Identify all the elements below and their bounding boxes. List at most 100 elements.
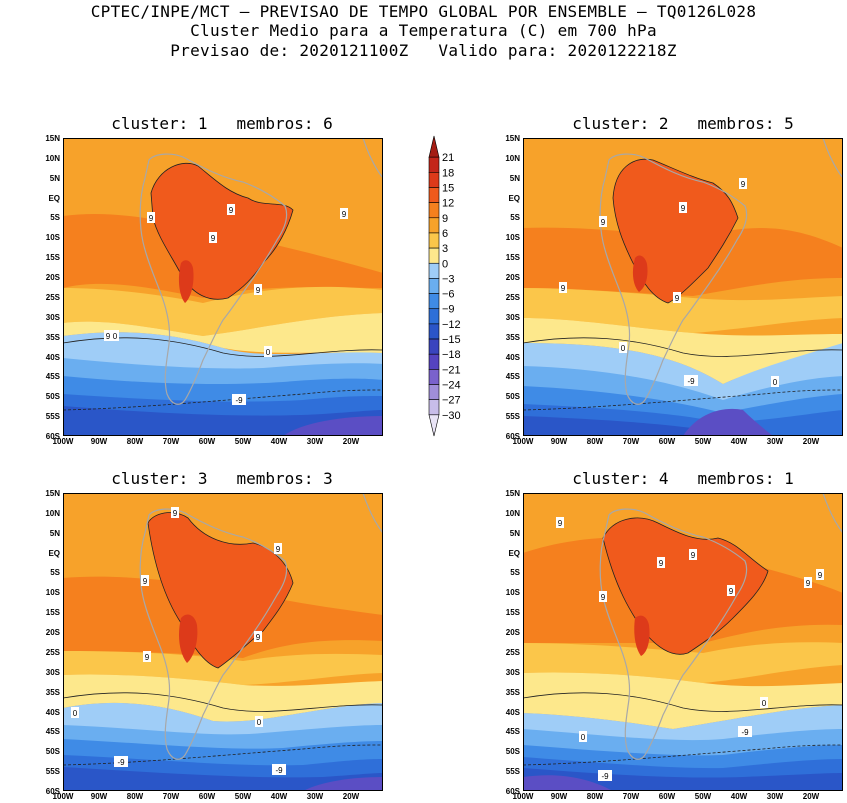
lat-tick-label: 35S: [505, 687, 520, 697]
hot-spot: [178, 260, 194, 303]
lat-tick-label: 35S: [505, 332, 520, 342]
lat-tick-label: 40S: [45, 707, 60, 717]
contour-label-bg: [111, 330, 119, 341]
contour-label-bg: [559, 282, 567, 293]
contour-label-bg: [760, 697, 768, 708]
lon-tick-label: 40W: [270, 792, 288, 801]
lat-tick-label: 60S: [45, 432, 60, 441]
contour-zero: [63, 692, 383, 712]
temperature-band: [523, 288, 843, 333]
lon-tick-label: 90W: [550, 437, 568, 446]
panel-title: cluster: 3 membros: 3: [111, 469, 333, 488]
colorbar-label: −3: [442, 273, 455, 285]
lat-tick-label: 15N: [45, 489, 60, 498]
contour-label: -9: [275, 766, 283, 775]
lat-tick-label: 55S: [45, 412, 60, 422]
lon-tick-label: 60W: [198, 437, 216, 446]
panel-title: cluster: 2 membros: 5: [572, 114, 794, 133]
contour-label-bg: [141, 575, 149, 586]
contour-label-bg: [272, 764, 286, 775]
temperature-band: [523, 775, 613, 791]
cluster-map-2: 9 9 9 9 9 0 0 -9: [523, 138, 843, 436]
contour-label-bg: [738, 726, 752, 737]
lon-tick-label: 30W: [306, 437, 324, 446]
colorbar-swatch: [428, 338, 440, 355]
lat-tick-label: 50S: [45, 392, 60, 402]
lon-tick-label: 70W: [162, 437, 180, 446]
lat-tick-label: 30S: [505, 312, 520, 322]
hot-spot: [632, 255, 648, 292]
lon-tick-label: 80W: [586, 792, 604, 801]
colorbar-label: −9: [442, 304, 455, 316]
contour-label-bg: [143, 651, 151, 662]
lat-tick-label: 5S: [510, 213, 520, 223]
contour-label: 9: [229, 206, 234, 215]
contour-label-bg: [556, 517, 564, 528]
contour-label: 9: [558, 519, 563, 528]
colorbar-label: −30: [442, 410, 461, 422]
contour-label-bg: [209, 232, 217, 243]
cluster-map-4: 9 9 9 9 9 9 9 0 0 -9 -9: [523, 493, 843, 791]
colorbar-swatch: [428, 353, 440, 370]
lat-tick-label: 15N: [505, 134, 520, 143]
colorbar-swatch: [428, 232, 440, 249]
contour-label-bg: [689, 549, 697, 560]
contour-label-bg: [679, 202, 687, 213]
lat-tick-label: 25S: [505, 647, 520, 657]
colorbar-label: 9: [442, 213, 448, 225]
lon-tick-label: 50W: [234, 792, 252, 801]
temperature-band: [523, 642, 843, 683]
colorbar-swatch: [428, 135, 440, 158]
coastline-south-america: [139, 508, 288, 760]
lat-tick-label: 5N: [509, 528, 520, 538]
contour-label: -9: [117, 758, 125, 767]
lat-tick-label: 10N: [505, 508, 520, 518]
lon-tick-label: 60W: [198, 792, 216, 801]
lat-tick-label: 5N: [49, 528, 60, 538]
coastline-south-america: [139, 153, 288, 405]
temperature-band: [523, 672, 843, 729]
contour-label: 9: [143, 577, 148, 586]
contour-label-bg: [619, 342, 627, 353]
contour-label: 0: [773, 378, 778, 387]
contour-label-bg: [255, 716, 263, 727]
colorbar-swatch: [428, 262, 440, 279]
colorbar-swatch: [428, 414, 440, 437]
lon-tick-label: 40W: [270, 437, 288, 446]
cluster-map-3: 9 9 9 9 9 0 0 -9 -9: [63, 493, 383, 791]
colorbar: 21 18 15 12 9 6 3 0 −3 −6 −9 −12 −15 −18 −21 −24 −27 −30: [427, 134, 467, 444]
contour-label: 9: [818, 571, 823, 580]
contour-label: 9: [806, 579, 811, 588]
temperature-band: [523, 318, 843, 384]
lat-tick-label: 15S: [505, 253, 520, 263]
lat-tick-label: 10S: [505, 588, 520, 598]
colorbar-swatch: [428, 323, 440, 340]
colorbar-label: 21: [442, 152, 454, 164]
lat-tick-label: 40S: [45, 352, 60, 362]
contour-label: 9: [561, 284, 566, 293]
contour-label: -9: [601, 772, 609, 781]
colorbar-swatch: [428, 156, 440, 173]
lat-tick-label: EQ: [508, 548, 520, 558]
contour-label: 9: [211, 234, 216, 243]
panel-title: cluster: 1 membros: 6: [111, 114, 333, 133]
contour-label: -9: [741, 728, 749, 737]
lat-tick-label: 55S: [45, 767, 60, 777]
colorbar-swatch: [428, 369, 440, 385]
contour-label-bg: [340, 208, 348, 219]
lat-tick-label: 15S: [45, 608, 60, 618]
contour-label: 9: [149, 214, 154, 223]
colorbar-swatch: [428, 308, 440, 325]
figure-subtitle: Cluster Medio para a Temperatura (C) em …: [190, 21, 657, 40]
temperature-band: [63, 767, 383, 791]
lat-tick-label: EQ: [48, 193, 60, 203]
temperature-band: [683, 408, 773, 436]
lat-tick-label: 5S: [50, 213, 60, 223]
colorbar-swatch: [428, 172, 440, 188]
cluster-map-1: 9 9 9 9 9 9 0 0 -9: [63, 138, 383, 436]
colorbar-label: 0: [442, 258, 448, 270]
colorbar-label: −15: [442, 334, 461, 346]
contour-label-bg: [599, 216, 607, 227]
lat-tick-label: 40S: [505, 707, 520, 717]
